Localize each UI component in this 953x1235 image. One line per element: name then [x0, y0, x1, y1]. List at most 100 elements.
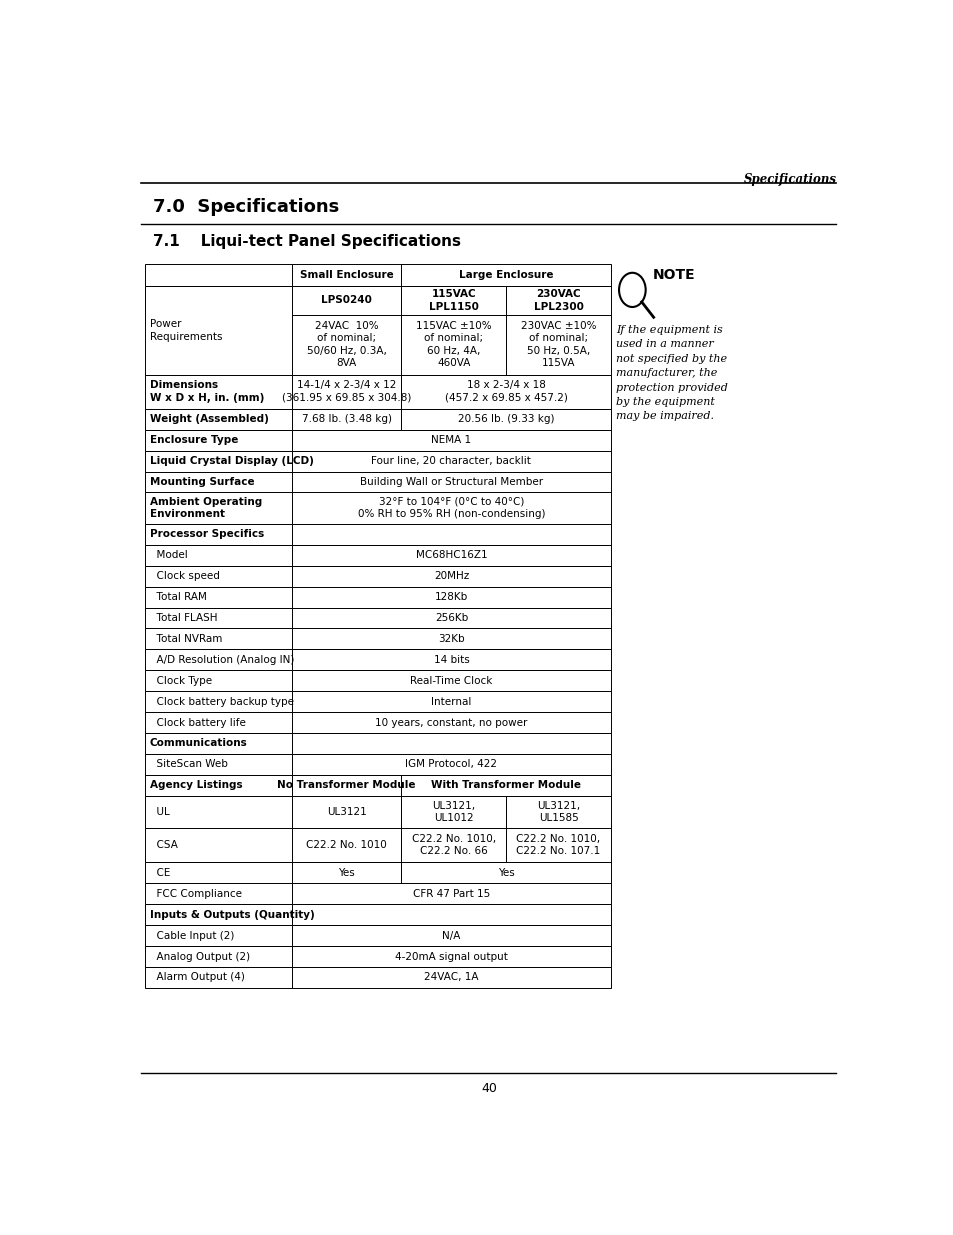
Text: Mounting Surface: Mounting Surface: [150, 477, 253, 487]
Text: Processor Specifics: Processor Specifics: [150, 530, 264, 540]
Text: Real-Time Clock: Real-Time Clock: [410, 676, 492, 685]
Text: C22.2 No. 1010,
C22.2 No. 107.1: C22.2 No. 1010, C22.2 No. 107.1: [516, 834, 600, 856]
Text: Inputs & Outputs (Quantity): Inputs & Outputs (Quantity): [150, 910, 314, 920]
Bar: [401, 862, 610, 883]
Text: Internal: Internal: [431, 697, 471, 706]
Bar: [292, 671, 610, 692]
Text: 14 bits: 14 bits: [433, 655, 469, 664]
Bar: [292, 925, 610, 946]
Bar: [145, 650, 292, 671]
Text: 24VAC  10%
of nominal;
50/60 Hz, 0.3A,
8VA: 24VAC 10% of nominal; 50/60 Hz, 0.3A, 8V…: [306, 321, 386, 368]
Text: Clock battery backup type: Clock battery backup type: [150, 697, 294, 706]
Text: Clock battery life: Clock battery life: [150, 718, 245, 727]
Text: Large Enclosure: Large Enclosure: [458, 270, 553, 280]
Bar: [292, 287, 401, 315]
Bar: [145, 829, 292, 862]
Bar: [145, 587, 292, 608]
Text: UL3121,
UL1012: UL3121, UL1012: [432, 800, 475, 824]
Text: N/A: N/A: [442, 931, 460, 941]
Text: 115VAC ±10%
of nominal;
60 Hz, 4A,
460VA: 115VAC ±10% of nominal; 60 Hz, 4A, 460VA: [416, 321, 491, 368]
Bar: [145, 264, 292, 287]
Text: Agency Listings: Agency Listings: [150, 781, 242, 790]
Text: Small Enclosure: Small Enclosure: [299, 270, 393, 280]
Bar: [292, 829, 401, 862]
Text: LPS0240: LPS0240: [321, 295, 372, 305]
Bar: [292, 650, 610, 671]
Bar: [292, 315, 401, 374]
Text: 10 years, constant, no power: 10 years, constant, no power: [375, 718, 527, 727]
Bar: [401, 287, 506, 315]
Bar: [292, 545, 610, 566]
Bar: [145, 904, 292, 925]
Text: Model: Model: [150, 551, 187, 561]
Bar: [292, 264, 401, 287]
Bar: [401, 315, 506, 374]
Bar: [145, 946, 292, 967]
Text: 256Kb: 256Kb: [435, 613, 468, 622]
Bar: [145, 374, 292, 409]
Bar: [145, 734, 292, 753]
Bar: [145, 862, 292, 883]
Bar: [292, 904, 610, 925]
Text: Four line, 20 character, backlit: Four line, 20 character, backlit: [371, 456, 531, 466]
Bar: [292, 608, 610, 629]
Text: Enclosure Type: Enclosure Type: [150, 435, 237, 445]
Text: C22.2 No. 1010: C22.2 No. 1010: [306, 840, 387, 850]
Bar: [145, 545, 292, 566]
Text: 24VAC, 1A: 24VAC, 1A: [424, 972, 478, 982]
Bar: [145, 671, 292, 692]
Bar: [145, 287, 292, 315]
Text: Ambient Operating
Environment: Ambient Operating Environment: [150, 496, 261, 520]
Text: 7.1    Liqui-tect Panel Specifications: 7.1 Liqui-tect Panel Specifications: [152, 233, 460, 248]
Bar: [292, 692, 610, 713]
Text: Yes: Yes: [338, 868, 355, 878]
Text: No Transformer Module: No Transformer Module: [277, 781, 416, 790]
Text: Communications: Communications: [150, 739, 247, 748]
Bar: [506, 315, 610, 374]
Text: 14-1/4 x 2-3/4 x 12
(361.95 x 69.85 x 304.8): 14-1/4 x 2-3/4 x 12 (361.95 x 69.85 x 30…: [281, 380, 411, 403]
Bar: [145, 795, 292, 829]
Text: 128Kb: 128Kb: [435, 592, 468, 601]
Bar: [145, 925, 292, 946]
Bar: [506, 287, 610, 315]
Bar: [145, 629, 292, 650]
Bar: [292, 629, 610, 650]
Bar: [401, 264, 610, 287]
Bar: [292, 430, 610, 451]
Bar: [292, 587, 610, 608]
Text: UL3121,
UL1585: UL3121, UL1585: [537, 800, 579, 824]
Bar: [145, 713, 292, 734]
Bar: [292, 946, 610, 967]
Text: CFR 47 Part 15: CFR 47 Part 15: [413, 889, 490, 899]
Text: UL3121: UL3121: [326, 806, 366, 818]
Bar: [506, 795, 610, 829]
Bar: [145, 430, 292, 451]
Bar: [145, 883, 292, 904]
Bar: [401, 795, 506, 829]
Bar: [145, 566, 292, 587]
Bar: [401, 409, 610, 430]
Text: 32Kb: 32Kb: [437, 634, 464, 643]
Bar: [401, 829, 506, 862]
Text: Total RAM: Total RAM: [150, 592, 206, 601]
Text: Clock speed: Clock speed: [150, 571, 219, 582]
Text: Building Wall or Structural Member: Building Wall or Structural Member: [359, 477, 542, 487]
Text: 115VAC
LPL1150: 115VAC LPL1150: [428, 289, 478, 311]
Bar: [292, 374, 401, 409]
Text: CSA: CSA: [150, 840, 177, 850]
Bar: [292, 883, 610, 904]
Text: 20.56 lb. (9.33 kg): 20.56 lb. (9.33 kg): [457, 414, 554, 424]
Text: 20MHz: 20MHz: [434, 571, 469, 582]
Text: Cable Input (2): Cable Input (2): [150, 931, 233, 941]
Text: 230VAC ±10%
of nominal;
50 Hz, 0.5A,
115VA: 230VAC ±10% of nominal; 50 Hz, 0.5A, 115…: [520, 321, 596, 368]
Text: 18 x 2-3/4 x 18
(457.2 x 69.85 x 457.2): 18 x 2-3/4 x 18 (457.2 x 69.85 x 457.2): [444, 380, 567, 403]
Text: 40: 40: [480, 1082, 497, 1095]
Text: Yes: Yes: [497, 868, 514, 878]
Text: MC68HC16Z1: MC68HC16Z1: [416, 551, 487, 561]
Text: 7.0  Specifications: 7.0 Specifications: [152, 198, 338, 216]
Bar: [292, 713, 610, 734]
Text: NEMA 1: NEMA 1: [431, 435, 471, 445]
Text: 4-20mA signal output: 4-20mA signal output: [395, 951, 507, 962]
Bar: [292, 774, 401, 795]
Text: Total FLASH: Total FLASH: [150, 613, 217, 622]
